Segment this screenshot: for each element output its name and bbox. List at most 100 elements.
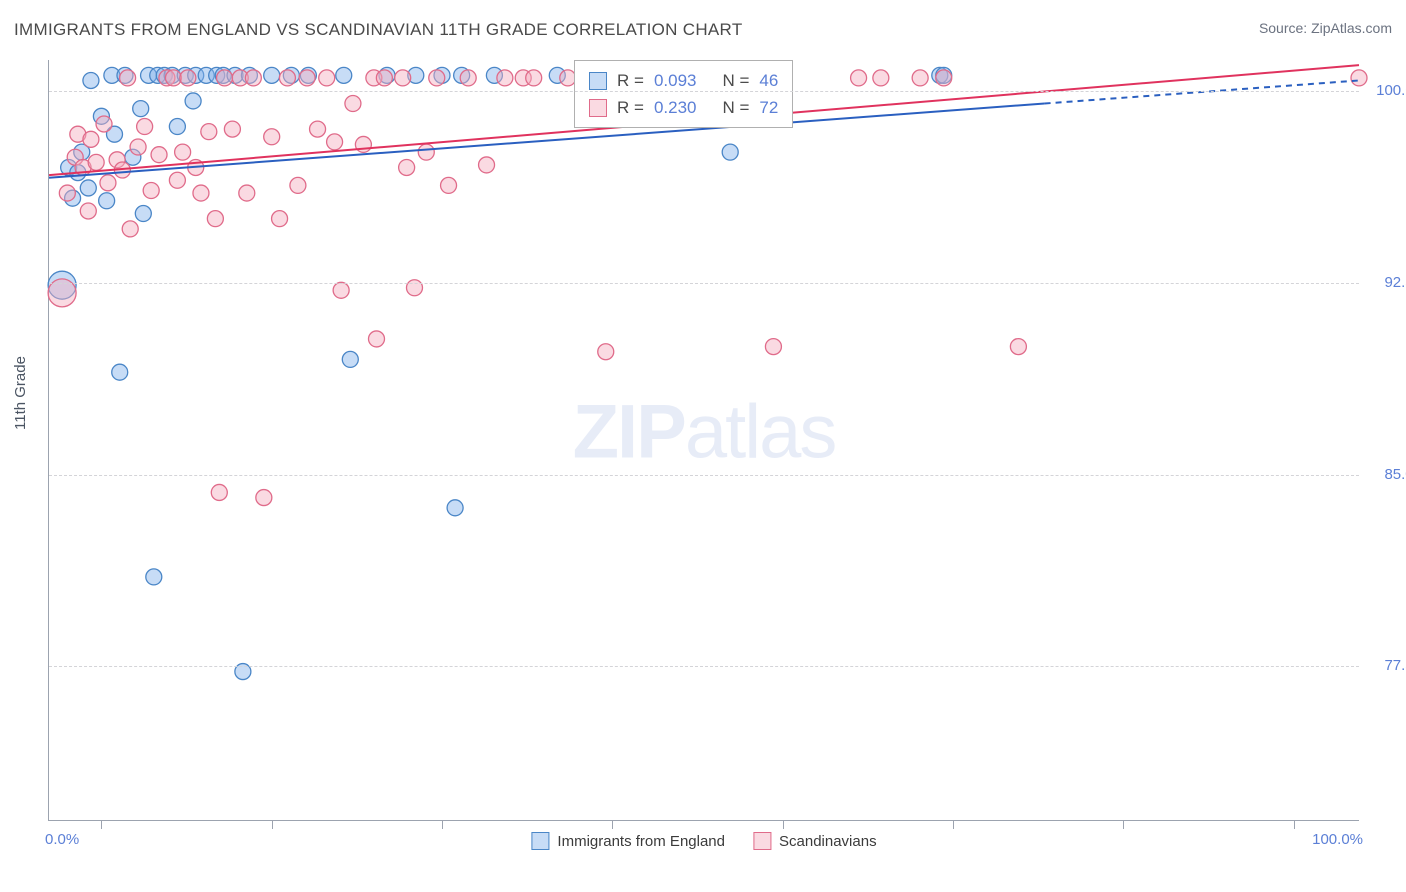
data-point bbox=[342, 351, 358, 367]
data-point bbox=[319, 70, 335, 86]
data-point bbox=[96, 116, 112, 132]
y-tick-label: 100.0% bbox=[1376, 82, 1406, 99]
data-point bbox=[333, 282, 349, 298]
x-end-label: 100.0% bbox=[1312, 831, 1363, 848]
data-point bbox=[88, 154, 104, 170]
data-point bbox=[369, 331, 385, 347]
y-tick-label: 85.0% bbox=[1384, 466, 1406, 483]
data-point bbox=[80, 203, 96, 219]
data-point bbox=[83, 131, 99, 147]
legend-square-icon bbox=[531, 832, 549, 850]
data-point bbox=[83, 72, 99, 88]
data-point bbox=[395, 70, 411, 86]
trend-line bbox=[49, 104, 1045, 178]
data-point bbox=[239, 185, 255, 201]
data-point bbox=[122, 221, 138, 237]
data-point bbox=[143, 183, 159, 199]
legend-square-icon bbox=[589, 99, 607, 117]
data-point bbox=[912, 70, 928, 86]
stats-n-value: 72 bbox=[759, 94, 778, 121]
data-point bbox=[146, 569, 162, 585]
trend-line-dashed bbox=[1045, 80, 1359, 103]
data-point bbox=[100, 175, 116, 191]
x-tick-mark bbox=[1123, 820, 1124, 829]
legend-item-scandinavian: Scandinavians bbox=[753, 832, 877, 850]
stats-n-label: N = bbox=[722, 94, 749, 121]
gridline bbox=[49, 475, 1359, 476]
data-point bbox=[59, 185, 75, 201]
data-point bbox=[201, 124, 217, 140]
data-point bbox=[99, 193, 115, 209]
data-point bbox=[441, 177, 457, 193]
x-tick-mark bbox=[783, 820, 784, 829]
legend-square-icon bbox=[589, 72, 607, 90]
data-point bbox=[245, 70, 261, 86]
data-point bbox=[598, 344, 614, 360]
data-point bbox=[175, 144, 191, 160]
data-point bbox=[169, 119, 185, 135]
data-point bbox=[399, 159, 415, 175]
data-point bbox=[112, 364, 128, 380]
data-point bbox=[447, 500, 463, 516]
data-point bbox=[376, 70, 392, 86]
legend-item-england: Immigrants from England bbox=[531, 832, 725, 850]
data-point bbox=[264, 67, 280, 83]
source-label: Source: ZipAtlas.com bbox=[1259, 20, 1392, 36]
data-point bbox=[336, 67, 352, 83]
data-point bbox=[180, 70, 196, 86]
data-point bbox=[936, 70, 952, 86]
data-point bbox=[133, 101, 149, 117]
x-tick-mark bbox=[612, 820, 613, 829]
chart-svg bbox=[49, 60, 1359, 820]
x-tick-mark bbox=[1294, 820, 1295, 829]
data-point bbox=[256, 490, 272, 506]
gridline bbox=[49, 283, 1359, 284]
bottom-legend: Immigrants from England Scandinavians bbox=[531, 832, 876, 850]
data-point bbox=[526, 70, 542, 86]
data-point bbox=[211, 484, 227, 500]
data-point bbox=[207, 211, 223, 227]
x-tick-mark bbox=[953, 820, 954, 829]
data-point bbox=[497, 70, 513, 86]
data-point bbox=[217, 70, 233, 86]
data-point bbox=[299, 70, 315, 86]
data-point bbox=[429, 70, 445, 86]
data-point bbox=[130, 139, 146, 155]
stats-legend-box: R = 0.093 N = 46 R = 0.230 N = 72 bbox=[574, 60, 793, 128]
data-point bbox=[80, 180, 96, 196]
x-tick-mark bbox=[272, 820, 273, 829]
data-point bbox=[279, 70, 295, 86]
stats-r-label: R = bbox=[617, 94, 644, 121]
data-point bbox=[193, 185, 209, 201]
data-point bbox=[851, 70, 867, 86]
data-point bbox=[1010, 339, 1026, 355]
plot-area: ZIPatlas R = 0.093 N = 46 R = 0.230 N = … bbox=[48, 60, 1359, 821]
data-point bbox=[165, 70, 181, 86]
data-point bbox=[290, 177, 306, 193]
x-start-label: 0.0% bbox=[45, 831, 79, 848]
data-point bbox=[151, 147, 167, 163]
data-point bbox=[169, 172, 185, 188]
stats-r-value: 0.230 bbox=[654, 94, 697, 121]
y-tick-label: 77.5% bbox=[1384, 657, 1406, 674]
chart-title: IMMIGRANTS FROM ENGLAND VS SCANDINAVIAN … bbox=[14, 20, 743, 40]
data-point bbox=[327, 134, 343, 150]
data-point bbox=[418, 144, 434, 160]
legend-label: Scandinavians bbox=[779, 833, 877, 850]
y-tick-label: 92.5% bbox=[1384, 274, 1406, 291]
data-point bbox=[272, 211, 288, 227]
data-point bbox=[479, 157, 495, 173]
data-point bbox=[345, 96, 361, 112]
gridline bbox=[49, 91, 1359, 92]
data-point bbox=[264, 129, 280, 145]
data-point bbox=[224, 121, 240, 137]
y-axis-label: 11th Grade bbox=[12, 356, 29, 430]
data-point bbox=[873, 70, 889, 86]
data-point bbox=[460, 70, 476, 86]
legend-square-icon bbox=[753, 832, 771, 850]
data-point bbox=[765, 339, 781, 355]
data-point bbox=[310, 121, 326, 137]
data-point bbox=[137, 119, 153, 135]
data-point bbox=[135, 206, 151, 222]
stats-row-scandinavian: R = 0.230 N = 72 bbox=[589, 94, 778, 121]
